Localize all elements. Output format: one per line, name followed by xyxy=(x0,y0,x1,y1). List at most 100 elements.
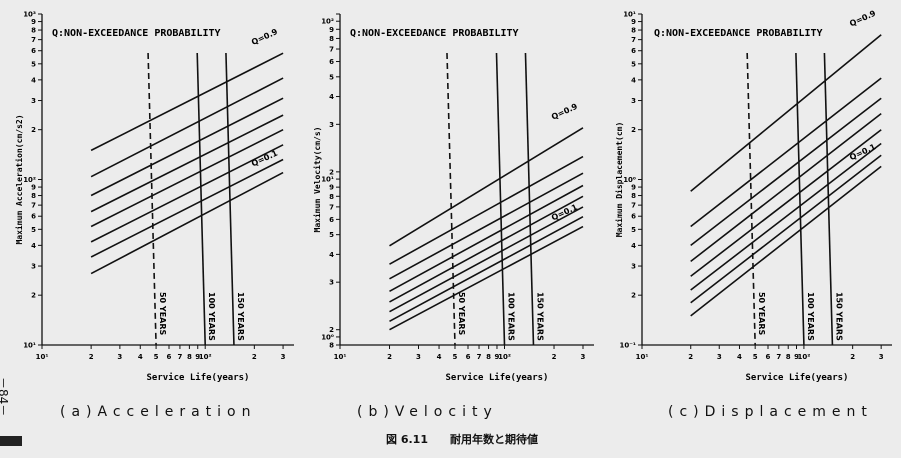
y-tick-label: 8 xyxy=(329,35,334,43)
y-axis-label: Maximum Velocity(cm/s) xyxy=(312,127,322,233)
series-label-q09: Q=0.9 xyxy=(250,27,279,47)
x-tick-label: 10¹ xyxy=(334,353,347,361)
series-line xyxy=(90,128,284,228)
y-tick-label: 7 xyxy=(631,36,636,44)
y-tick-label: 2 xyxy=(31,126,36,134)
y-tick-label: 10⁰ xyxy=(321,333,334,341)
y-axis-label: Maximum Displacement(cm) xyxy=(614,122,624,238)
y-tick-label: 2 xyxy=(31,292,36,300)
figure-caption: 図 6.11 耐用年数と期待値 xyxy=(386,433,538,446)
x-tick-label: 5 xyxy=(453,353,458,361)
y-tick-label: 4 xyxy=(31,76,36,84)
y-tick-label: 10¹ xyxy=(23,342,36,350)
series-line xyxy=(690,97,882,247)
y-tick-label: 3 xyxy=(329,279,334,287)
reference-line xyxy=(524,52,535,346)
y-tick-label: 7 xyxy=(31,202,36,210)
x-tick-label: 7 xyxy=(177,353,182,361)
y-tick-label: 8 xyxy=(631,27,636,35)
series-line xyxy=(389,172,584,280)
y-tick-label: 3 xyxy=(31,263,36,271)
x-tick-label: 2 xyxy=(252,353,257,361)
y-tick-label: 10² xyxy=(23,176,36,184)
y-tick-label: 2 xyxy=(329,326,334,334)
series-line xyxy=(690,77,882,228)
x-tick-label: 10¹ xyxy=(636,353,649,361)
y-tick-label: 5 xyxy=(631,226,636,234)
x-tick-label: 10² xyxy=(498,353,511,361)
y-tick-label: 10⁰ xyxy=(623,176,636,184)
series-line xyxy=(389,206,584,313)
reference-line xyxy=(495,52,506,346)
y-tick-label: 3 xyxy=(329,121,334,129)
x-tick-label: 2 xyxy=(688,353,693,361)
reference-line xyxy=(446,52,456,346)
series-line xyxy=(90,52,284,152)
series-line xyxy=(690,112,882,263)
y-tick-label: 9 xyxy=(329,26,334,34)
y-tick-label: 10⁻¹ xyxy=(619,342,636,350)
x-tick-label: 2 xyxy=(552,353,557,361)
y-tick-label: 9 xyxy=(31,184,36,192)
y-tick-label: 10² xyxy=(321,18,334,26)
reference-line xyxy=(147,52,157,346)
x-tick-label: 3 xyxy=(879,353,884,361)
x-axis-label: Service Life(years) xyxy=(746,372,849,383)
series-label-q09: Q=0.9 xyxy=(550,102,579,122)
x-tick-label: 10² xyxy=(798,353,811,361)
y-tick-label: 8 xyxy=(329,342,334,350)
reference-line-label: 150 YEARS xyxy=(535,292,544,341)
series-line xyxy=(389,184,584,293)
y-tick-label: 2 xyxy=(631,292,636,300)
x-axis-label: Service Life(years) xyxy=(446,372,549,383)
series-label-q09: Q=0.9 xyxy=(848,8,877,28)
y-tick-label: 3 xyxy=(631,97,636,105)
x-tick-label: 3 xyxy=(717,353,722,361)
y-tick-label: 6 xyxy=(31,213,36,221)
series-line xyxy=(690,165,882,317)
x-tick-label: 3 xyxy=(581,353,586,361)
y-tick-label: 7 xyxy=(31,36,36,44)
x-tick-label: 3 xyxy=(416,353,421,361)
y-tick-label: 8 xyxy=(31,192,36,200)
x-tick-label: 10¹ xyxy=(36,353,49,361)
y-tick-label: 5 xyxy=(631,60,636,68)
y-tick-label: 10³ xyxy=(23,11,36,19)
series-line xyxy=(389,195,584,303)
y-tick-label: 4 xyxy=(631,76,636,84)
y-tick-label: 5 xyxy=(31,226,36,234)
y-tick-label: 6 xyxy=(329,216,334,224)
series-line xyxy=(90,114,284,213)
reference-line-label: 50 YEARS xyxy=(457,292,466,336)
y-tick-label: 6 xyxy=(329,58,334,66)
x-tick-label: 10² xyxy=(199,353,212,361)
x-tick-label: 3 xyxy=(281,353,286,361)
reference-line xyxy=(746,52,756,346)
y-tick-label: 10¹ xyxy=(321,176,334,184)
y-tick-label: 5 xyxy=(329,231,334,239)
y-tick-label: 7 xyxy=(329,203,334,211)
y-tick-label: 6 xyxy=(631,213,636,221)
y-tick-label: 2 xyxy=(631,126,636,134)
y-tick-label: 3 xyxy=(31,97,36,105)
y-tick-label: 5 xyxy=(329,73,334,81)
y-tick-label: 8 xyxy=(31,27,36,35)
panel-label-c: (c)Displacement xyxy=(668,404,873,420)
x-tick-label: 5 xyxy=(753,353,758,361)
y-tick-label: 4 xyxy=(631,242,636,250)
series-line xyxy=(389,225,584,331)
y-tick-label: 9 xyxy=(631,18,636,26)
x-tick-label: 9 xyxy=(794,353,799,361)
series-label-q01: Q=0.1 xyxy=(250,148,279,168)
x-tick-label: 7 xyxy=(776,353,781,361)
reference-line-label: 150 YEARS xyxy=(236,292,245,341)
x-tick-label: 5 xyxy=(154,353,159,361)
y-tick-label: 7 xyxy=(329,46,334,54)
y-tick-label: 4 xyxy=(329,251,334,259)
x-tick-label: 4 xyxy=(737,353,742,361)
panel-label-a: (a)Acceleration xyxy=(60,404,257,420)
series-line xyxy=(90,97,284,197)
x-tick-label: 3 xyxy=(117,353,122,361)
x-tick-label: 8 xyxy=(187,353,192,361)
